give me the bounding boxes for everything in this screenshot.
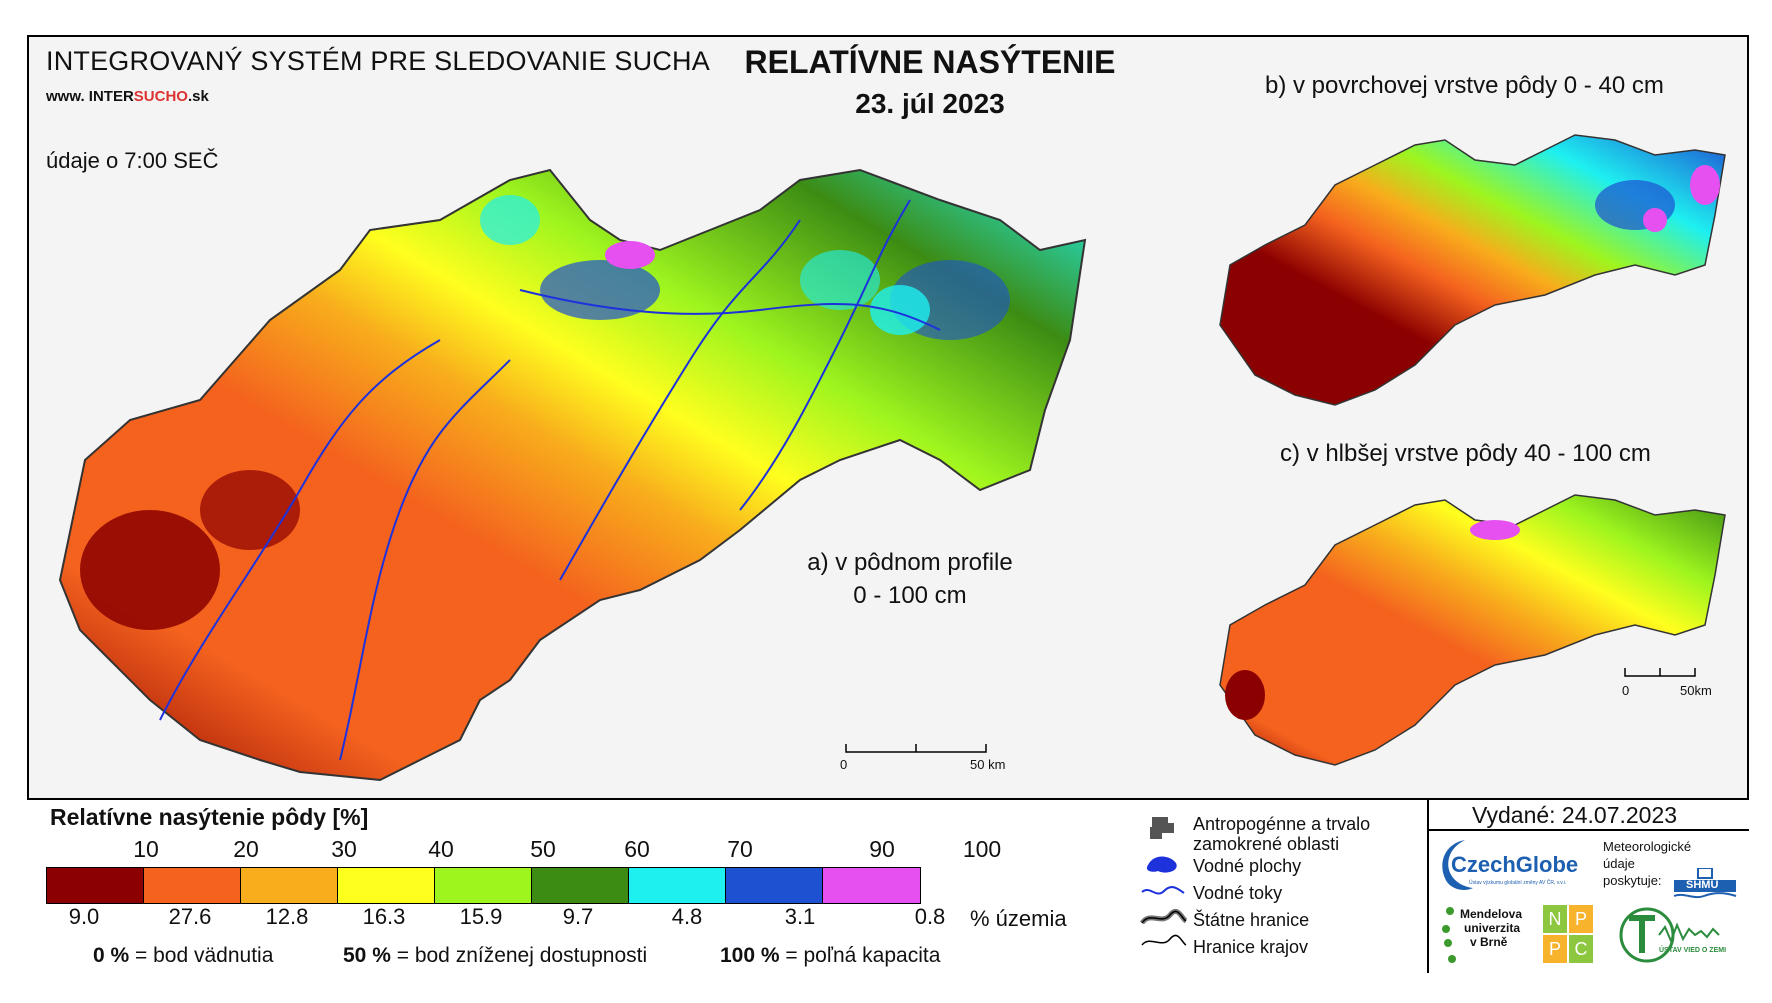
pct-value: 27.6 bbox=[168, 904, 212, 929]
legend-swatch bbox=[823, 868, 920, 903]
website-url[interactable]: www. INTERSUCHO.sk bbox=[46, 88, 209, 105]
tick-label: 10 bbox=[133, 836, 159, 862]
legend-title: Relatívne nasýtenie pôdy [%] bbox=[50, 804, 369, 830]
mendel-dots-icon bbox=[1442, 907, 1456, 963]
scale-bar-small bbox=[1624, 668, 1696, 677]
map-c-label: c) v hlbšej vrstve pôdy 40 - 100 cm bbox=[1280, 440, 1651, 467]
tick-label: 40 bbox=[428, 836, 454, 862]
region-border-label: Hranice krajov bbox=[1193, 937, 1309, 957]
scale-bar-main bbox=[845, 744, 987, 753]
pct-value: 9.0 bbox=[68, 904, 100, 929]
tick-label: 60 bbox=[624, 836, 650, 862]
legend-swatch bbox=[532, 868, 629, 903]
legend-swatch bbox=[144, 868, 241, 903]
uvz-emblem-icon bbox=[1619, 907, 1720, 963]
definition-wilting: 0 % = bod vädnutia bbox=[93, 944, 274, 967]
legend-colorbar bbox=[46, 867, 921, 904]
scale-small-end: 50km bbox=[1680, 683, 1712, 698]
system-title: INTEGROVANÝ SYSTÉM PRE SLEDOVANIE SUCHA bbox=[46, 46, 710, 76]
legend-swatch bbox=[47, 868, 144, 903]
shmu-icon bbox=[1673, 867, 1737, 899]
region-border-icon bbox=[1141, 934, 1187, 946]
pct-value: 16.3 bbox=[362, 904, 406, 929]
pct-value: 15.9 bbox=[459, 904, 503, 929]
map-b-surface-layer bbox=[1219, 134, 1726, 406]
pct-value: 0.8 bbox=[914, 904, 946, 929]
water-streams-label: Vodné toky bbox=[1193, 883, 1283, 903]
water-area-icon bbox=[1146, 856, 1177, 873]
pct-suffix: % územia bbox=[970, 906, 1067, 931]
legend-swatch bbox=[726, 868, 823, 903]
czechglobe-swoosh-icon bbox=[1442, 840, 1473, 890]
scale-main-start: 0 bbox=[840, 757, 848, 772]
nppc-logo: N P P C bbox=[1543, 905, 1593, 963]
pct-value: 9.7 bbox=[562, 904, 594, 929]
anthropogenic-label: Antropogénne a trvalo zamokrené oblasti bbox=[1193, 814, 1371, 854]
scale-small-start: 0 bbox=[1622, 683, 1630, 698]
definition-reduced: 50 % = bod zníženej dostupnosti bbox=[343, 944, 648, 967]
tick-label: 50 bbox=[530, 836, 556, 862]
legend-swatch bbox=[241, 868, 338, 903]
map-c-deep-layer bbox=[1219, 494, 1726, 766]
map-b-label: b) v povrchovej vrstve pôdy 0 - 40 cm bbox=[1265, 72, 1664, 99]
mendel-logo: Mendelova univerzita v Brně bbox=[1440, 905, 1530, 967]
symbol-legend-icons bbox=[1140, 817, 1188, 946]
legend-swatch bbox=[629, 868, 726, 903]
definition-field-capacity: 100 % = poľná kapacita bbox=[720, 944, 941, 967]
state-border-label: Štátne hranice bbox=[1193, 910, 1310, 930]
pct-value: 4.8 bbox=[671, 904, 703, 929]
legend-swatch bbox=[435, 868, 532, 903]
tick-label: 90 bbox=[869, 836, 895, 862]
issued-divider bbox=[1427, 829, 1749, 831]
uvz-logo: ÚSTAV VIED O ZEMI bbox=[1615, 905, 1726, 965]
meteo-provider-text: Meteorologické údaje poskytuje: bbox=[1603, 839, 1692, 888]
map-date: 23. júl 2023 bbox=[855, 88, 1005, 119]
tick-label: 100 bbox=[962, 836, 1002, 862]
panel-divider bbox=[1427, 798, 1429, 973]
issued-date: Vydané: 24.07.2023 bbox=[1472, 802, 1678, 828]
czechglobe-logo: CzechGlobe Ústav výzkumu globální změny … bbox=[1435, 836, 1600, 896]
pct-value: 3.1 bbox=[784, 904, 816, 929]
anthropogenic-area-icon bbox=[1150, 817, 1174, 839]
scale-main-end: 50 km bbox=[970, 757, 1006, 772]
water-areas-label: Vodné plochy bbox=[1193, 856, 1302, 876]
map-a-soil-profile bbox=[58, 168, 1087, 782]
map-a-label: a) v pôdnom profile 0 - 100 cm bbox=[807, 549, 1013, 609]
water-stream-icon bbox=[1141, 886, 1185, 895]
main-title: RELATÍVNE NASÝTENIE bbox=[744, 44, 1116, 80]
legend-swatch bbox=[338, 868, 435, 903]
tick-label: 20 bbox=[233, 836, 259, 862]
tick-label: 30 bbox=[331, 836, 357, 862]
tick-label: 70 bbox=[727, 836, 753, 862]
pct-value: 12.8 bbox=[265, 904, 309, 929]
shmu-logo: SHMÚ bbox=[1672, 867, 1738, 900]
time-note: údaje o 7:00 SEČ bbox=[46, 148, 219, 173]
